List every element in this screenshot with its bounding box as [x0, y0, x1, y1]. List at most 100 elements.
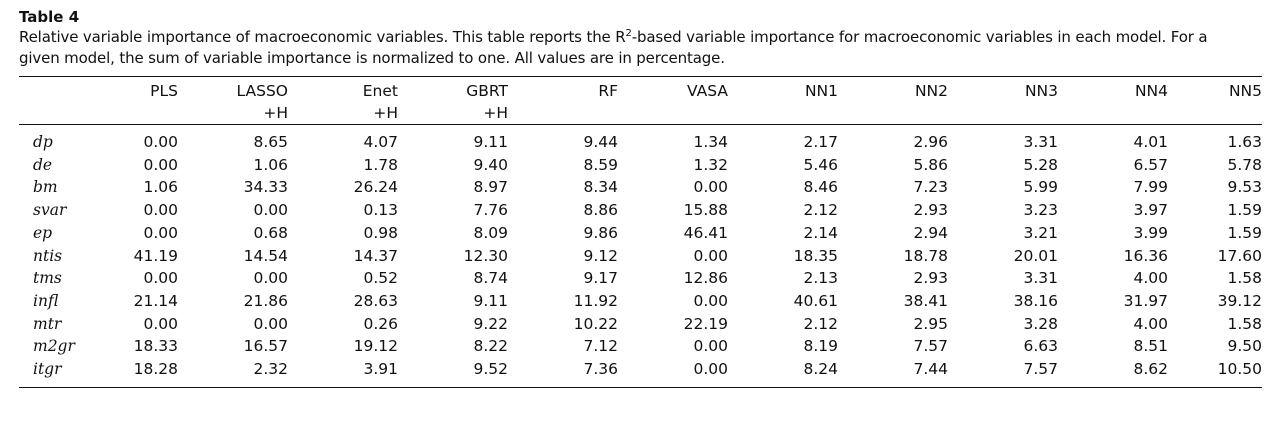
- column-header-nn4: NN4: [1074, 76, 1184, 125]
- table-cell: 2.12: [803, 201, 838, 220]
- table-cell: 0.00: [253, 201, 288, 220]
- table-cell: 1.63: [1227, 133, 1262, 151]
- table-cell: 26.24: [353, 178, 398, 197]
- table-cell: 4.07: [363, 133, 398, 151]
- table-cell: 11.92: [573, 291, 618, 310]
- table-cell: 0.00: [143, 133, 178, 151]
- table-row: de 0.00 1.06 1.78 9.40 8.59 1.32 5.46 5.86 5.28 6.…: [19, 154, 1262, 177]
- table-cell: 8.19: [803, 337, 838, 356]
- column-header-sublabel: +H: [263, 104, 288, 122]
- table-cell: 18.28: [114, 358, 194, 388]
- table-row: tms 0.00 0.00 0.52 8.74 9.17 12.86 2.13 2.93 3.31…: [19, 267, 1262, 290]
- table-cell: 16.57: [243, 337, 288, 356]
- table-cell: 1.59: [1227, 201, 1262, 220]
- table-cell: 9.52: [414, 358, 524, 388]
- table-cell: 0.00: [143, 314, 178, 333]
- table-cell: 1.58: [1227, 314, 1262, 333]
- table-cell: 1.34: [693, 133, 728, 151]
- table-cell: 9.86: [583, 223, 618, 242]
- table-cell: 5.86: [913, 155, 948, 174]
- table-cell: 0.00: [143, 155, 178, 174]
- column-header-label: NN4: [1134, 82, 1168, 100]
- table-row: ntis 41.19 14.54 14.37 12.30 9.12 0.00 18.35 18.…: [19, 245, 1262, 268]
- table-cell: 21.14: [133, 291, 178, 310]
- table-label: Table 4: [19, 8, 80, 26]
- table-cell: 10.22: [573, 314, 618, 333]
- table-cell: 12.30: [463, 246, 508, 265]
- column-header-label: VASA: [687, 82, 728, 100]
- table-cell: 6.63: [1023, 337, 1058, 356]
- column-header-gbrt: GBRT +H: [414, 76, 524, 125]
- table-cell: 8.46: [803, 178, 838, 197]
- table-cell: 9.17: [583, 269, 618, 288]
- table-row: svar 0.00 0.00 0.13 7.76 8.86 15.88 2.12 2.93 3.2…: [19, 199, 1262, 222]
- table-cell: 7.57: [964, 358, 1074, 388]
- table-cell: 0.00: [143, 223, 178, 242]
- table-cell: 10.50: [1184, 358, 1262, 388]
- table-cell: 8.24: [744, 358, 854, 388]
- column-header-enet: Enet +H: [304, 76, 414, 125]
- row-variable-name: itgr: [19, 358, 114, 388]
- table-cell: 7.23: [913, 178, 948, 197]
- caption-text-part1: Relative variable importance of macroeco…: [19, 28, 626, 46]
- column-header-label: GBRT: [466, 82, 508, 100]
- column-header-nn2: NN2: [854, 76, 964, 125]
- row-variable-name: ntis: [33, 246, 63, 265]
- column-header-label: PLS: [150, 82, 178, 100]
- row-variable-name: bm: [33, 178, 58, 197]
- table-cell: 3.31: [1023, 269, 1058, 288]
- table-cell: 3.21: [1023, 223, 1058, 242]
- table-cell: 0.00: [693, 178, 728, 197]
- table-cell: 38.16: [1013, 291, 1058, 310]
- table-row: m2gr 18.33 16.57 19.12 8.22 7.12 0.00 8.19 7.57 6…: [19, 335, 1262, 358]
- column-header-sublabel: +H: [373, 104, 398, 122]
- table-cell: 5.46: [803, 155, 838, 174]
- table-cell: 7.57: [913, 337, 948, 356]
- header-row: PLS LASSO +H Enet +H GBRT +H RF VASA NN1 NN2 NN3 NN4…: [19, 76, 1262, 125]
- table-cell: 5.99: [1023, 178, 1058, 197]
- table-cell: 9.22: [473, 314, 508, 333]
- table-cell: 21.86: [243, 291, 288, 310]
- table-cell: 7.76: [473, 201, 508, 220]
- table-caption: Relative variable importance of macroeco…: [19, 27, 1252, 69]
- table-cell: 7.44: [854, 358, 964, 388]
- table-cell: 2.32: [194, 358, 304, 388]
- table-cell: 2.13: [803, 269, 838, 288]
- table-cell: 0.13: [363, 201, 398, 220]
- table-cell: 20.01: [1013, 246, 1058, 265]
- table-cell: 22.19: [683, 314, 728, 333]
- table-cell: 2.96: [913, 133, 948, 151]
- table-cell: 1.58: [1227, 269, 1262, 288]
- table-cell: 1.06: [253, 155, 288, 174]
- table-cell: 41.19: [133, 246, 178, 265]
- table-cell: 34.33: [243, 178, 288, 197]
- column-header-nn5: NN5: [1184, 76, 1262, 125]
- row-variable-name: mtr: [33, 314, 62, 333]
- table-cell: 0.98: [363, 223, 398, 242]
- table-cell: 8.74: [473, 269, 508, 288]
- table-cell: 5.28: [1023, 155, 1058, 174]
- table-figure: Table 4 Relative variable importance of …: [19, 7, 1262, 388]
- table-cell: 8.62: [1074, 358, 1184, 388]
- table-cell: 19.12: [353, 337, 398, 356]
- table-cell: 2.93: [913, 201, 948, 220]
- table-cell: 8.97: [473, 178, 508, 197]
- table-cell: 0.52: [363, 269, 398, 288]
- table-cell: 0.00: [143, 201, 178, 220]
- row-variable-name: infl: [33, 291, 59, 310]
- table-row: itgr 18.28 2.32 3.91 9.52 7.36 0.00 8.24 7.44 7.5…: [19, 358, 1262, 388]
- table-cell: 3.28: [1023, 314, 1058, 333]
- table-row: dp 0.00 8.65 4.07 9.11 9.44 1.34 2.17 2.96 3.31 4.…: [19, 125, 1262, 154]
- table-cell: 39.12: [1217, 291, 1262, 310]
- column-header-lasso: LASSO +H: [194, 76, 304, 125]
- table-cell: 4.00: [1133, 314, 1168, 333]
- table-cell: 3.97: [1133, 201, 1168, 220]
- column-header-label: NN1: [804, 82, 838, 100]
- table-cell: 28.63: [353, 291, 398, 310]
- table-cell: 18.35: [793, 246, 838, 265]
- row-variable-name: ep: [33, 223, 53, 242]
- table-cell: 9.11: [473, 133, 508, 151]
- table-cell: 9.53: [1227, 178, 1262, 197]
- table-body: dp 0.00 8.65 4.07 9.11 9.44 1.34 2.17 2.96 3.31 4.…: [19, 125, 1262, 388]
- table-cell: 12.86: [683, 269, 728, 288]
